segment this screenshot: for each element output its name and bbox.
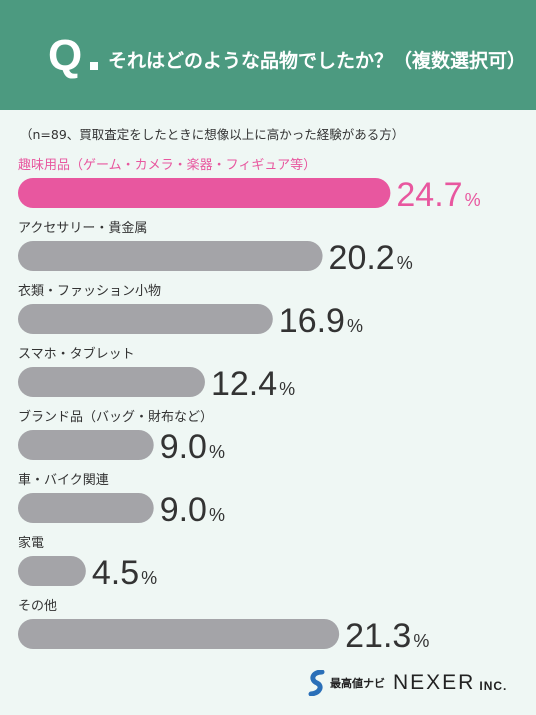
question-header: Q それはどのような品物でしたか？（複数選択可） — [0, 0, 536, 110]
bar — [18, 304, 273, 334]
category-label: 趣味用品（ゲーム・カメラ・楽器・フィギュア等） — [18, 157, 316, 173]
sample-note: （n=89、買取査定をしたときに想像以上に高かった経験がある方） — [20, 127, 405, 142]
value-label: 4.5% — [92, 554, 157, 592]
bar — [18, 556, 86, 586]
bar — [18, 367, 205, 397]
bar — [18, 430, 154, 460]
bar — [18, 178, 391, 208]
bar-chart: 趣味用品（ゲーム・カメラ・楽器・フィギュア等） 24.7 % アクセサリー・貴金属 20… — [18, 157, 481, 655]
logo-suffix-text: INC. — [479, 679, 508, 693]
value-label: 20.2% — [329, 239, 413, 277]
navi-logo-icon — [308, 670, 325, 696]
bar — [18, 619, 340, 649]
value-label: 9.0% — [160, 491, 225, 529]
category-label: その他 — [18, 599, 57, 614]
category-label: スマホ・タブレット — [18, 346, 135, 362]
value-label: 16.9% — [279, 302, 363, 340]
value-label: 21.3% — [345, 617, 429, 655]
question-text: それはどのような品物でしたか？（複数選択可） — [108, 50, 527, 72]
category-label: 車・バイク関連 — [18, 473, 109, 488]
category-label: 衣類・ファッション小物 — [18, 283, 161, 299]
category-label: アクセサリー・貴金属 — [18, 220, 147, 236]
nexer-logo: 最高値ナビ NEXER INC. — [306, 668, 507, 698]
q-mark: Q — [48, 31, 83, 80]
bar — [18, 241, 323, 271]
category-label: ブランド品（バッグ・財布など） — [18, 409, 213, 425]
category-label: 家電 — [18, 535, 44, 551]
logo-navi-text: 最高値ナビ — [330, 677, 385, 690]
bar — [18, 493, 154, 523]
q-dot — [90, 62, 98, 70]
value-label: 24.7% — [396, 176, 480, 214]
logo-brand-text: NEXER — [393, 671, 476, 694]
value-label: 9.0% — [160, 428, 225, 466]
value-label: 12.4% — [211, 365, 295, 403]
